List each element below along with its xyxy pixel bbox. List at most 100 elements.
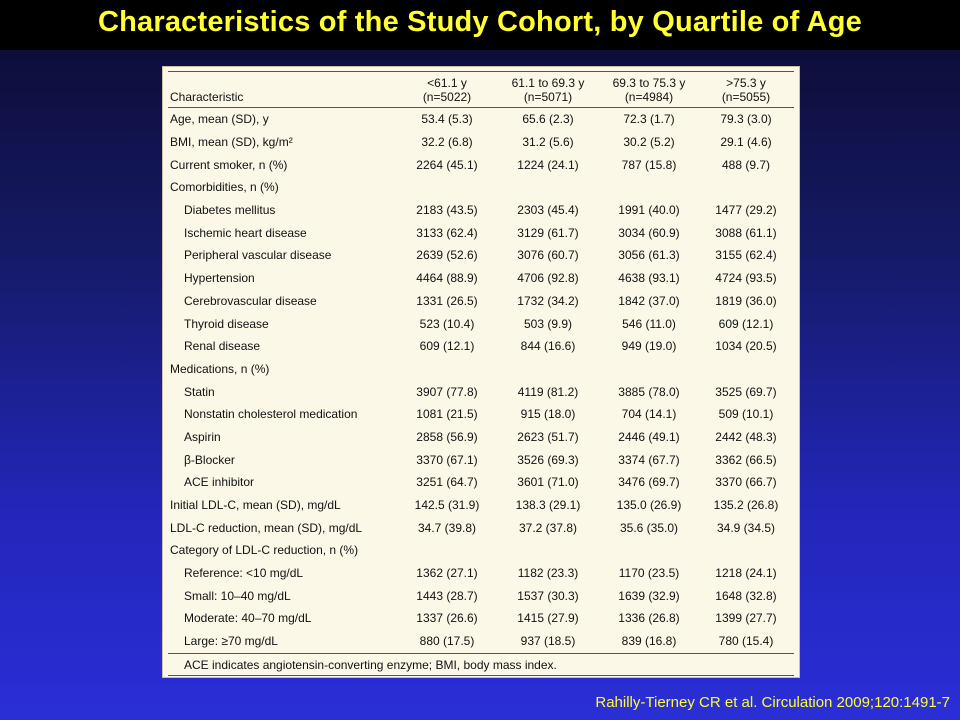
table-row: ACE inhibitor 3251 (64.7) 3601 (71.0) 3476 …: [168, 471, 794, 494]
cell-quartile-2: 1224 (24.1): [517, 157, 579, 172]
cell-quartile-1: 880 (17.5): [419, 634, 475, 649]
table-row: Category of LDL-C reduction, n (%): [168, 539, 794, 562]
cell-quartile-3: 546 (11.0): [622, 316, 676, 331]
row-label: Peripheral vascular disease: [184, 248, 332, 263]
cohort-table: Characteristic <61.1 y (n=5022) 61.1 to …: [168, 72, 794, 653]
row-label: Nonstatin cholesterol medication: [184, 407, 358, 422]
row-label: Diabetes mellitus: [184, 203, 276, 218]
cell-quartile-4: 2442 (48.3): [715, 429, 777, 444]
cell-quartile-2: 3526 (69.3): [517, 452, 579, 467]
cell-quartile-3: 135.0 (26.9): [616, 498, 682, 513]
cell-quartile-3: 1842 (37.0): [618, 293, 680, 308]
cell-quartile-1: 1443 (28.7): [416, 588, 478, 603]
header-quartile-2: 61.1 to 69.3 y (n=5071): [496, 72, 600, 108]
table-row: Renal disease 609 (12.1) 844 (16.6) 949 (19…: [168, 335, 794, 358]
cell-quartile-1: 1337 (26.6): [416, 611, 478, 626]
table-row: Reference: <10 mg/dL 1362 (27.1) 1182 (23.…: [168, 562, 794, 585]
table-row: Thyroid disease 523 (10.4) 503 (9.9) 546 (1…: [168, 312, 794, 335]
header-quartile-1-range: <61.1 y: [427, 76, 467, 90]
row-label: ACE inhibitor: [184, 475, 255, 490]
header-quartile-1-n: (n=5022): [422, 90, 472, 104]
table-body: Age, mean (SD), y 53.4 (5.3) 65.6 (2.3) 72.…: [168, 108, 794, 653]
table-row: β-Blocker 3370 (67.1) 3526 (69.3) 3374 (67.…: [168, 448, 794, 471]
cell-quartile-1: 3251 (64.7): [416, 475, 478, 490]
table-row: Cerebrovascular disease 1331 (26.5) 1732 (…: [168, 290, 794, 313]
header-quartile-3: 69.3 to 75.3 y (n=4984): [600, 72, 698, 108]
header-characteristic: Characteristic: [168, 72, 398, 108]
cell-quartile-2: 503 (9.9): [523, 316, 573, 331]
cell-quartile-4: 3155 (62.4): [715, 248, 777, 263]
row-label: Statin: [184, 384, 215, 399]
row-label: Small: 10–40 mg/dL: [184, 588, 291, 603]
table-header-row: Characteristic <61.1 y (n=5022) 61.1 to …: [168, 72, 794, 108]
cell-quartile-4: 1819 (36.0): [715, 293, 777, 308]
row-label: Initial LDL-C, mean (SD), mg/dL: [170, 498, 341, 513]
row-label: Age, mean (SD), y: [170, 112, 269, 127]
table-row: Large: ≥70 mg/dL 880 (17.5) 937 (18.5) 839 …: [168, 630, 794, 653]
cell-quartile-2: 1182 (23.3): [517, 566, 579, 581]
cell-quartile-1: 2264 (45.1): [416, 157, 478, 172]
header-quartile-2-n: (n=5071): [523, 90, 573, 104]
table-row: Current smoker, n (%) 2264 (45.1) 1224 (24…: [168, 153, 794, 176]
header-quartile-3-n: (n=4984): [624, 90, 674, 104]
cell-quartile-1: 2858 (56.9): [416, 429, 478, 444]
cell-quartile-4: 488 (9.7): [721, 157, 771, 172]
cell-quartile-1: 2639 (52.6): [416, 248, 478, 263]
cell-quartile-4: 1477 (29.2): [715, 203, 777, 218]
cell-quartile-3: 35.6 (35.0): [619, 520, 679, 535]
cell-quartile-3: 3034 (60.9): [618, 225, 680, 240]
cell-quartile-1: [398, 358, 496, 381]
cell-quartile-4: 1034 (20.5): [715, 339, 777, 354]
cell-quartile-2: [496, 176, 600, 199]
cell-quartile-3: [600, 358, 698, 381]
header-quartile-4-n: (n=5055): [721, 90, 771, 104]
header-quartile-4: >75.3 y (n=5055): [698, 72, 794, 108]
row-label: BMI, mean (SD), kg/m²: [170, 135, 293, 150]
row-label: Hypertension: [184, 271, 255, 286]
row-label: Ischemic heart disease: [184, 225, 307, 240]
cell-quartile-3: 30.2 (5.2): [623, 135, 675, 150]
cell-quartile-2: 3601 (71.0): [517, 475, 579, 490]
row-label: Comorbidities, n (%): [170, 180, 279, 195]
cell-quartile-2: 3129 (61.7): [517, 225, 579, 240]
title-bar: [0, 0, 960, 50]
cell-quartile-4: 29.1 (4.6): [720, 135, 772, 150]
cell-quartile-1: 34.7 (39.8): [417, 520, 477, 535]
cell-quartile-4: 34.9 (34.5): [716, 520, 776, 535]
cell-quartile-4: 1399 (27.7): [715, 611, 777, 626]
cell-quartile-1: [398, 539, 496, 562]
cell-quartile-3: 1170 (23.5): [618, 566, 680, 581]
table-panel: Characteristic <61.1 y (n=5022) 61.1 to …: [162, 66, 800, 678]
cell-quartile-2: 65.6 (2.3): [522, 112, 574, 127]
cell-quartile-4: 1648 (32.8): [715, 588, 777, 603]
cell-quartile-2: 2623 (51.7): [517, 429, 579, 444]
cell-quartile-1: 53.4 (5.3): [421, 112, 473, 127]
cell-quartile-2: 138.3 (29.1): [515, 498, 581, 513]
citation: Rahilly-Tierney CR et al. Circulation 20…: [595, 694, 950, 711]
cell-quartile-1: 3370 (67.1): [416, 452, 478, 467]
cell-quartile-1: [398, 176, 496, 199]
cell-quartile-4: 4724 (93.5): [715, 271, 777, 286]
cell-quartile-1: 142.5 (31.9): [414, 498, 480, 513]
cell-quartile-2: [496, 539, 600, 562]
row-label: Category of LDL-C reduction, n (%): [170, 543, 359, 558]
cell-quartile-3: 2446 (49.1): [618, 429, 680, 444]
cell-quartile-3: 72.3 (1.7): [623, 112, 675, 127]
cell-quartile-3: 949 (19.0): [621, 339, 677, 354]
cell-quartile-2: 1732 (34.2): [517, 293, 579, 308]
cell-quartile-4: 3525 (69.7): [715, 384, 777, 399]
table-row: Moderate: 40–70 mg/dL 1337 (26.6) 1415 (27…: [168, 607, 794, 630]
cell-quartile-3: 704 (14.1): [621, 407, 677, 422]
cell-quartile-4: [698, 176, 794, 199]
slide-title: Characteristics of the Study Cohort, by …: [97, 6, 863, 38]
cell-quartile-1: 2183 (43.5): [416, 203, 478, 218]
cell-quartile-4: 780 (15.4): [718, 634, 774, 649]
row-label: β-Blocker: [184, 452, 235, 467]
table-row: Comorbidities, n (%): [168, 176, 794, 199]
cell-quartile-1: 32.2 (6.8): [421, 135, 473, 150]
row-label: Current smoker, n (%): [170, 157, 288, 172]
cell-quartile-2: 2303 (45.4): [517, 203, 579, 218]
row-label: Large: ≥70 mg/dL: [184, 634, 278, 649]
cell-quartile-3: 3374 (67.7): [618, 452, 680, 467]
cell-quartile-4: 3370 (66.7): [715, 475, 777, 490]
